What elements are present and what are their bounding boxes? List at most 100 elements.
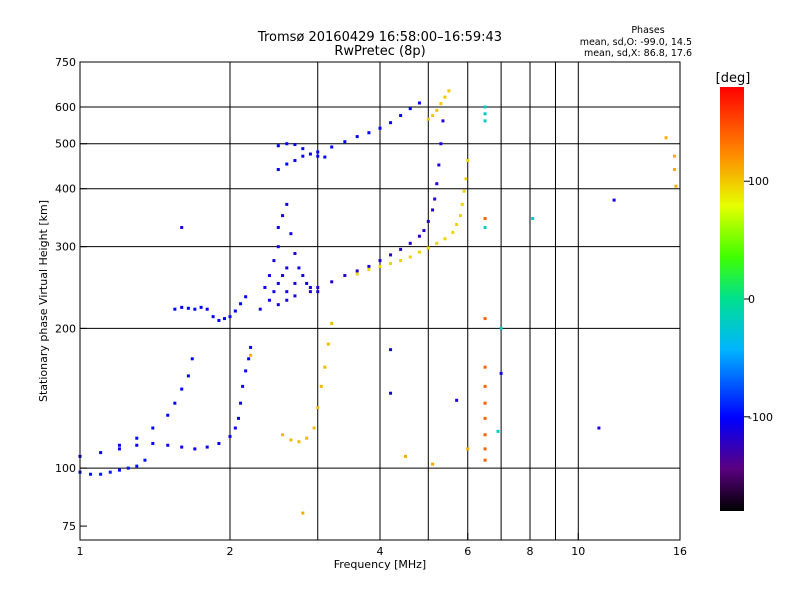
data-point: [249, 345, 253, 349]
data-point: [239, 401, 243, 405]
data-point: [417, 101, 421, 105]
data-point: [293, 294, 297, 298]
data-point: [173, 307, 177, 311]
x-tick-label: 10: [571, 545, 585, 558]
data-point: [389, 261, 393, 265]
data-point: [143, 458, 147, 462]
data-point: [422, 229, 426, 233]
data-point: [236, 416, 240, 420]
x-tick-label: 1: [77, 545, 84, 558]
data-point: [426, 117, 430, 121]
colorbar-tick-label: -100: [748, 411, 773, 424]
data-point: [180, 225, 184, 229]
data-point: [301, 147, 305, 151]
data-point: [217, 318, 221, 322]
data-point: [117, 447, 121, 451]
data-point: [233, 426, 237, 430]
data-point: [435, 182, 439, 186]
data-point: [193, 447, 197, 451]
data-point: [443, 237, 447, 241]
chart-title-line2: RwPretec (8p): [334, 44, 425, 59]
x-tick-label: 8: [527, 545, 534, 558]
data-point: [217, 441, 221, 445]
data-point: [285, 266, 289, 270]
data-point: [308, 290, 312, 294]
data-point: [408, 241, 412, 245]
data-point: [228, 434, 232, 438]
data-point: [389, 348, 393, 352]
data-point: [312, 426, 316, 430]
data-point: [367, 264, 371, 268]
data-point: [458, 214, 462, 218]
data-point: [135, 464, 139, 468]
data-point: [166, 443, 170, 447]
data-point: [316, 154, 320, 158]
data-point: [285, 162, 289, 166]
data-point: [180, 387, 184, 391]
data-point: [267, 274, 271, 278]
data-point: [199, 305, 203, 309]
y-tick-label: 500: [55, 138, 76, 151]
data-point: [316, 150, 320, 154]
data-point: [247, 357, 251, 361]
data-point: [117, 468, 121, 472]
data-point: [89, 472, 93, 476]
data-point: [233, 309, 237, 313]
data-point: [455, 398, 459, 402]
data-point: [316, 406, 320, 410]
data-point: [433, 197, 437, 201]
data-point: [431, 462, 435, 466]
data-point: [483, 225, 487, 229]
data-point: [135, 436, 139, 440]
data-point: [330, 280, 334, 284]
data-point: [439, 142, 443, 146]
data-point: [403, 454, 407, 458]
data-point: [166, 413, 170, 417]
colorbar-tick-label: 100: [748, 175, 769, 188]
data-point: [190, 357, 194, 361]
data-point: [389, 253, 393, 257]
data-point: [435, 108, 439, 112]
data-points: [78, 89, 678, 515]
data-point: [399, 259, 403, 263]
colorbar-tick-label: 0: [748, 293, 755, 306]
data-point: [355, 269, 359, 273]
data-point: [308, 152, 312, 156]
y-tick-label: 400: [55, 183, 76, 196]
data-point: [258, 307, 262, 311]
x-tick-label: 16: [673, 545, 687, 558]
data-point: [267, 298, 271, 302]
data-point: [316, 286, 320, 290]
data-point: [443, 95, 447, 99]
data-point: [135, 443, 139, 447]
data-point: [431, 208, 435, 212]
data-point: [239, 302, 243, 306]
x-axis-label: Frequency [MHz]: [334, 558, 426, 571]
data-point: [378, 259, 382, 263]
data-point: [464, 177, 468, 181]
data-point: [343, 274, 347, 278]
data-point: [297, 266, 301, 270]
colorbar-ticks: 100 0 -100: [744, 175, 773, 424]
data-point: [151, 441, 155, 445]
data-point: [483, 112, 487, 116]
data-point: [483, 401, 487, 405]
data-point: [285, 142, 289, 146]
data-point: [293, 281, 297, 285]
y-tick-label: 75: [62, 520, 76, 533]
data-point: [451, 230, 455, 234]
data-point: [193, 307, 197, 311]
data-point: [99, 451, 103, 455]
phase-stats-o: mean, sd,O: -99.0, 14.5: [580, 37, 692, 48]
data-point: [281, 433, 285, 437]
y-tick-label: 600: [55, 101, 76, 114]
data-point: [460, 202, 464, 206]
data-point: [674, 184, 678, 188]
y-tick-label: 300: [55, 241, 76, 254]
data-point: [426, 246, 430, 250]
data-point: [276, 225, 280, 229]
data-point: [301, 511, 305, 515]
data-point: [316, 290, 320, 294]
data-point: [276, 167, 280, 171]
